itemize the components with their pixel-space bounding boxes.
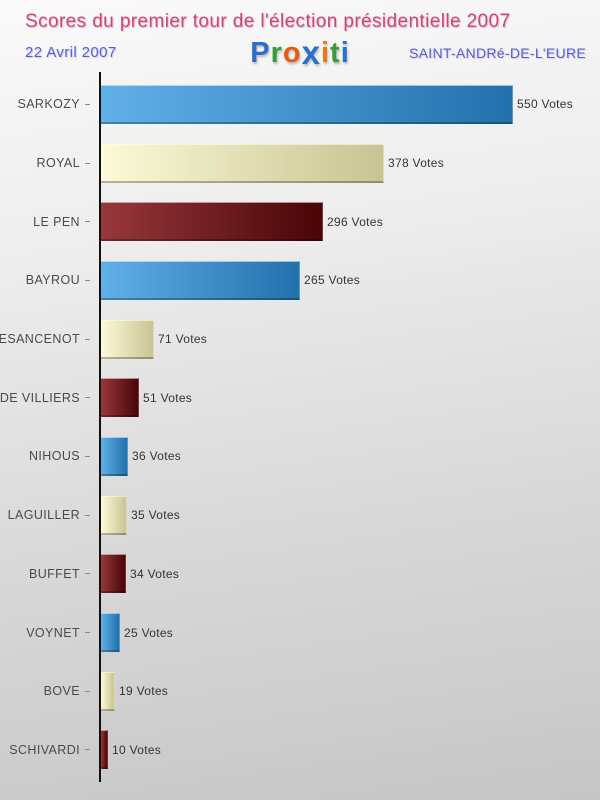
bar-royal bbox=[101, 143, 384, 183]
bar-wrap: 19 Votes bbox=[101, 671, 169, 711]
bar-wrap: 550 Votes bbox=[101, 84, 574, 124]
category-label-text: LE PEN bbox=[33, 214, 80, 229]
axis-tick bbox=[85, 221, 90, 223]
bar-besancenot bbox=[101, 319, 154, 359]
value-label: 34 Votes bbox=[130, 566, 180, 581]
logo-letter: P bbox=[250, 37, 271, 69]
value-label: 378 Votes bbox=[388, 156, 445, 171]
bar-row: BUFFET 34 Votes bbox=[0, 545, 600, 604]
bar-row: BAYROU 265 Votes bbox=[0, 251, 600, 310]
category-label-schivardi: SCHIVARDI bbox=[0, 743, 92, 757]
category-label-de-villiers: DE VILLIERS bbox=[0, 391, 92, 405]
bar-row: LAGUILLER 35 Votes bbox=[0, 486, 600, 545]
bar-row: LE PEN 296 Votes bbox=[0, 192, 600, 251]
bar-nihous bbox=[101, 436, 128, 476]
bar-wrap: 10 Votes bbox=[101, 730, 162, 770]
category-label-text: BESANCENOT bbox=[0, 332, 80, 347]
category-label-text: DE VILLIERS bbox=[0, 390, 80, 405]
bar-bove bbox=[101, 671, 115, 711]
category-label-besancenot: BESANCENOT bbox=[0, 332, 92, 346]
category-label-text: BOVE bbox=[43, 684, 80, 699]
logo-letter: i bbox=[320, 37, 331, 69]
logo-letter: x bbox=[301, 34, 321, 71]
axis-tick bbox=[85, 338, 90, 340]
category-label-text: BUFFET bbox=[28, 566, 80, 581]
value-label: 19 Votes bbox=[119, 684, 169, 699]
bar-chart: SARKOZY 550 Votes ROYAL 378 Votes LE PEN 296 … bbox=[0, 75, 600, 780]
bar-wrap: 265 Votes bbox=[101, 260, 361, 300]
category-label-nihous: NIHOUS bbox=[0, 449, 92, 463]
bar-wrap: 35 Votes bbox=[101, 495, 181, 535]
logo-letter: t bbox=[330, 37, 341, 69]
axis-tick bbox=[85, 632, 90, 634]
axis-tick bbox=[85, 690, 90, 692]
axis-tick bbox=[85, 749, 90, 751]
bar-wrap: 36 Votes bbox=[101, 436, 182, 476]
axis-tick bbox=[85, 573, 90, 575]
value-label: 25 Votes bbox=[124, 625, 174, 640]
category-label-voynet: VOYNET bbox=[0, 626, 92, 640]
bar-row: SCHIVARDI 10 Votes bbox=[0, 721, 600, 780]
bar-laguiller bbox=[101, 495, 127, 535]
chart-title: Scores du premier tour de l'élection pré… bbox=[25, 11, 511, 32]
value-label: 71 Votes bbox=[158, 332, 208, 347]
election-date: 22 Avril 2007 bbox=[25, 44, 117, 61]
axis-tick bbox=[85, 279, 90, 281]
value-label: 265 Votes bbox=[304, 273, 361, 288]
bar-wrap: 25 Votes bbox=[101, 613, 174, 653]
category-label-text: SARKOZY bbox=[17, 97, 80, 112]
value-label: 51 Votes bbox=[143, 390, 193, 405]
axis-tick bbox=[85, 514, 90, 516]
bar-wrap: 51 Votes bbox=[101, 378, 193, 418]
axis-tick bbox=[85, 103, 90, 105]
value-label: 296 Votes bbox=[327, 214, 384, 229]
axis-tick bbox=[85, 162, 90, 164]
value-label: 10 Votes bbox=[112, 742, 162, 757]
category-label-bove: BOVE bbox=[0, 684, 92, 698]
bar-row: DE VILLIERS 51 Votes bbox=[0, 368, 600, 427]
category-label-sarkozy: SARKOZY bbox=[0, 97, 92, 111]
category-label-buffet: BUFFET bbox=[0, 567, 92, 581]
value-label: 35 Votes bbox=[131, 508, 181, 523]
bar-wrap: 71 Votes bbox=[101, 319, 208, 359]
logo-letter: r bbox=[270, 37, 283, 69]
category-label-royal: ROYAL bbox=[0, 156, 92, 170]
logo-letter: i bbox=[340, 37, 350, 69]
category-label-text: ROYAL bbox=[36, 156, 80, 171]
proxiti-logo[interactable]: Proxiti bbox=[0, 34, 600, 72]
bar-row: ROYAL 378 Votes bbox=[0, 134, 600, 193]
category-label-le-pen: LE PEN bbox=[0, 215, 92, 229]
category-label-text: BAYROU bbox=[25, 273, 80, 288]
axis-tick bbox=[85, 397, 90, 399]
category-label-text: SCHIVARDI bbox=[9, 742, 80, 757]
bar-wrap: 296 Votes bbox=[101, 202, 384, 242]
category-label-text: LAGUILLER bbox=[7, 508, 80, 523]
category-label-text: NIHOUS bbox=[28, 449, 80, 464]
bar-row: VOYNET 25 Votes bbox=[0, 603, 600, 662]
bar-bayrou bbox=[101, 260, 300, 300]
bar-de-villiers bbox=[101, 378, 139, 418]
bar-row: SARKOZY 550 Votes bbox=[0, 75, 600, 134]
bar-buffet bbox=[101, 554, 126, 594]
bar-schivardi bbox=[101, 730, 108, 770]
value-label: 36 Votes bbox=[132, 449, 182, 464]
bar-wrap: 34 Votes bbox=[101, 554, 180, 594]
bar-row: NIHOUS 36 Votes bbox=[0, 427, 600, 486]
bar-row: BESANCENOT 71 Votes bbox=[0, 310, 600, 369]
category-label-laguiller: LAGUILLER bbox=[0, 508, 92, 522]
y-axis-line bbox=[99, 72, 101, 782]
category-label-bayrou: BAYROU bbox=[0, 273, 92, 287]
commune-name: SAINT-ANDRé-DE-L'EURE bbox=[409, 45, 586, 61]
bar-wrap: 378 Votes bbox=[101, 143, 445, 183]
value-label: 550 Votes bbox=[517, 97, 574, 112]
bar-row: BOVE 19 Votes bbox=[0, 662, 600, 721]
bar-le-pen bbox=[101, 202, 323, 242]
axis-tick bbox=[85, 455, 90, 457]
category-label-text: VOYNET bbox=[26, 625, 80, 640]
bar-sarkozy bbox=[101, 84, 513, 124]
logo-letter: o bbox=[282, 37, 302, 69]
bar-voynet bbox=[101, 613, 120, 653]
